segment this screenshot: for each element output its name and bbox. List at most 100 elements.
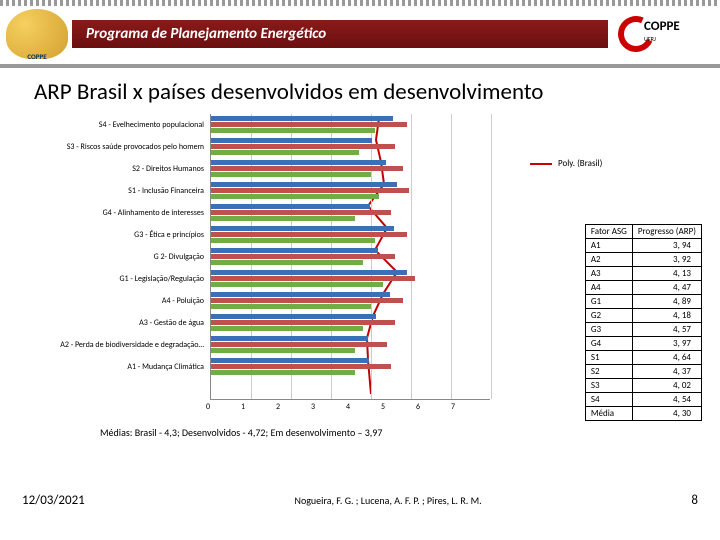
bar — [211, 348, 355, 353]
gridline — [411, 114, 412, 399]
content-area: S4 - Evelhecimento populacionalS3 - Risc… — [0, 110, 720, 514]
x-tick-label: 1 — [241, 402, 280, 416]
bar — [211, 188, 409, 193]
category-label: S4 - Evelhecimento populacional — [10, 114, 210, 136]
category-label: G3 - Ética e princípios — [10, 224, 210, 246]
bar — [211, 276, 415, 281]
bar — [211, 304, 371, 309]
table-cell: A4 — [585, 281, 632, 295]
header-banner: Programa de Planejamento Energético COPP… — [0, 0, 720, 68]
bar — [211, 336, 368, 341]
x-axis-labels: 01234567 — [210, 402, 490, 416]
table-row: A44, 47 — [585, 281, 701, 295]
table-cell: 4, 13 — [632, 267, 701, 281]
bar — [211, 166, 403, 171]
x-tick-label: 4 — [346, 402, 385, 416]
table-cell: 4, 57 — [632, 323, 701, 337]
plot-area — [210, 114, 490, 400]
bar — [211, 210, 391, 215]
table-cell: 4, 37 — [632, 365, 701, 379]
poly-legend-swatch — [530, 163, 552, 165]
category-label: S2 - Direitos Humanos — [10, 158, 210, 180]
category-label: G4 - Alinhamento de interesses — [10, 202, 210, 224]
gridline — [451, 114, 452, 399]
table-row: A34, 13 — [585, 267, 701, 281]
bar — [211, 282, 383, 287]
x-tick-label: 2 — [276, 402, 315, 416]
table-cell: S4 — [585, 393, 632, 407]
slide-footer: 12/03/2021 Nogueira, F. G. ; Lucena, A. … — [0, 493, 720, 508]
footer-date: 12/03/2021 — [22, 493, 85, 508]
table-cell: A1 — [585, 239, 632, 253]
bar — [211, 292, 390, 297]
bar — [211, 342, 387, 347]
table-row: G34, 57 — [585, 323, 701, 337]
x-tick-label: 5 — [381, 402, 420, 416]
category-label: G1 - Legislação/Regulação — [10, 268, 210, 290]
bar — [211, 182, 397, 187]
category-label: A3 - Gestão de água — [10, 312, 210, 334]
category-label: A4 - Poluição — [10, 290, 210, 312]
table-cell: S2 — [585, 365, 632, 379]
ufrj-text: UFRJ — [644, 35, 656, 43]
table-cell: 3, 94 — [632, 239, 701, 253]
bar — [211, 314, 376, 319]
table-header: Fator ASG — [585, 225, 632, 239]
coppe-shield-logo — [6, 9, 68, 59]
bar — [211, 216, 355, 221]
x-tick-label: 7 — [451, 402, 490, 416]
bar — [211, 364, 391, 369]
table-cell: G2 — [585, 309, 632, 323]
program-title-bar: Programa de Planejamento Energético — [72, 20, 608, 48]
bar — [211, 194, 379, 199]
y-axis-labels: S4 - Evelhecimento populacionalS3 - Risc… — [10, 114, 210, 378]
table-cell: 4, 30 — [632, 407, 701, 421]
x-tick-label: 3 — [311, 402, 350, 416]
bar — [211, 150, 359, 155]
table-cell: S3 — [585, 379, 632, 393]
table-row: S14, 64 — [585, 351, 701, 365]
bar — [211, 204, 370, 209]
bar — [211, 248, 378, 253]
coppe-ufrj-logo: COPPE UFRJ — [612, 9, 712, 59]
table-cell: 4, 18 — [632, 309, 701, 323]
table-row: G43, 97 — [585, 337, 701, 351]
progress-table: Fator ASGProgresso (ARP)A13, 94A23, 92A3… — [585, 224, 702, 421]
table-row: G24, 18 — [585, 309, 701, 323]
x-tick-label: 6 — [416, 402, 455, 416]
table-cell: 4, 64 — [632, 351, 701, 365]
poly-legend: Poly. (Brasil) — [530, 158, 602, 169]
poly-legend-label: Poly. (Brasil) — [558, 158, 602, 169]
table-row: Média4, 30 — [585, 407, 701, 421]
table-cell: G1 — [585, 295, 632, 309]
arp-bar-chart: S4 - Evelhecimento populacionalS3 - Risc… — [10, 110, 500, 460]
bar — [211, 238, 375, 243]
bar — [211, 122, 407, 127]
bar — [211, 326, 363, 331]
table-row: S44, 54 — [585, 393, 701, 407]
category-label: A1 - Mudança Climática — [10, 356, 210, 378]
table-cell: A2 — [585, 253, 632, 267]
bar — [211, 320, 395, 325]
table-cell: S1 — [585, 351, 632, 365]
table-cell: 4, 02 — [632, 379, 701, 393]
table-row: A13, 94 — [585, 239, 701, 253]
table-cell: 3, 97 — [632, 337, 701, 351]
bar — [211, 160, 386, 165]
bar — [211, 138, 372, 143]
footer-authors: Nogueira, F. G. ; Lucena, A. F. P. ; Pir… — [85, 494, 692, 507]
bar — [211, 298, 403, 303]
table-header: Progresso (ARP) — [632, 225, 701, 239]
category-label: S3 - Riscos saúde provocados pelo homem — [10, 136, 210, 158]
bar — [211, 358, 369, 363]
bar — [211, 226, 394, 231]
category-label: S1 - Inclusão Financeira — [10, 180, 210, 202]
table-cell: G3 — [585, 323, 632, 337]
banner-inner: Programa de Planejamento Energético COPP… — [0, 6, 720, 62]
coppe-c-icon — [613, 11, 659, 57]
bar — [211, 116, 393, 121]
bar — [211, 260, 363, 265]
bar — [211, 232, 407, 237]
x-tick-label: 0 — [206, 402, 245, 416]
coppe-text: COPPE — [644, 19, 680, 34]
